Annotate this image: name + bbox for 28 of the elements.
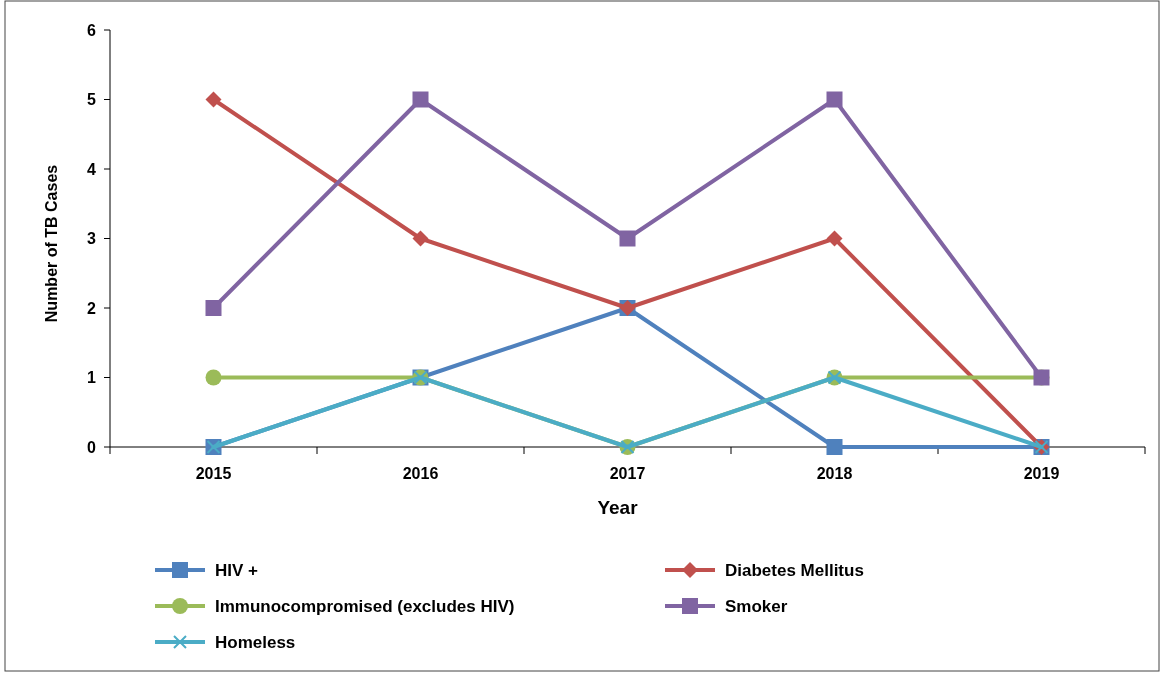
x-axis-title: Year (597, 497, 639, 518)
y-tick-label: 6 (87, 21, 97, 39)
point (619, 230, 636, 247)
point (412, 91, 429, 108)
x-tick-label: 2016 (402, 465, 439, 482)
point (826, 91, 843, 108)
x-tick-label: 2017 (609, 465, 646, 482)
point (412, 230, 429, 247)
legend-label: Smoker (725, 596, 788, 616)
y-tick-label: 0 (87, 438, 97, 456)
x-tick-label: 2019 (1023, 465, 1060, 482)
legend-label: HIV + (215, 560, 259, 580)
y-tick-label: 4 (87, 160, 97, 178)
y-axis-title: Number of TB Cases (43, 164, 60, 323)
point (205, 300, 222, 316)
x-tick-label: 2018 (816, 465, 853, 482)
point (826, 230, 843, 247)
x-tick-label: 2015 (195, 465, 232, 482)
legend-label: Immunocompromised (excludes HIV) (215, 596, 515, 616)
y-tick-label: 2 (87, 299, 97, 317)
legend-label: Diabetes Mellitus (725, 560, 864, 580)
y-tick-label: 1 (87, 369, 97, 387)
y-tick-label: 5 (87, 91, 97, 109)
point (205, 369, 222, 386)
y-tick-label: 3 (87, 230, 97, 248)
point (205, 91, 222, 108)
legend-label: Homeless (215, 632, 296, 652)
point (826, 439, 843, 455)
